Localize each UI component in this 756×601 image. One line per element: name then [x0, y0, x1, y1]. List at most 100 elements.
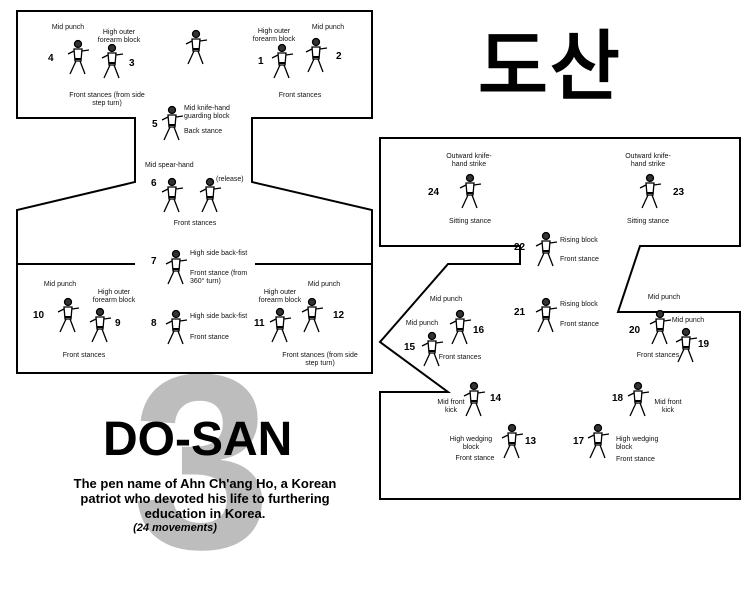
fig-10-figure	[57, 297, 80, 333]
stance-label-20: Front stances	[636, 352, 680, 359]
fig-20-figure	[649, 309, 672, 345]
stance-label-22: Front stance	[560, 256, 599, 263]
pattern-number: 3	[132, 322, 272, 601]
technique-label-14: Mid front kick	[437, 399, 465, 414]
stance-label-17: Front stance	[616, 456, 655, 463]
fig-3-figure	[101, 43, 124, 79]
stance-label-8: Front stance	[190, 334, 229, 341]
movement-number-1: 1	[258, 56, 264, 67]
fig-2-figure	[305, 37, 328, 73]
fig-8-figure	[165, 309, 188, 345]
technique-label-19: Mid punch	[671, 317, 705, 324]
fig-7-figure	[165, 249, 188, 285]
movement-number-8: 8	[151, 318, 157, 329]
stance-label-16: Front stances	[438, 354, 482, 361]
technique-label-22: Rising block	[560, 237, 598, 244]
fig-23-figure	[639, 173, 662, 209]
fig-1-figure	[271, 43, 294, 79]
movement-number-7: 7	[151, 256, 157, 267]
movement-number-2: 2	[336, 51, 342, 62]
technique-label-1: High outer forearm block	[252, 28, 296, 43]
right-pattern-outline	[378, 137, 741, 500]
movement-number-22: 22	[514, 242, 526, 253]
technique-label-5: Mid knife-hand guarding block	[184, 105, 230, 120]
technique-label-4: Mid punch	[51, 24, 85, 31]
left-pattern-outline	[16, 10, 373, 374]
movement-number-15: 15	[404, 342, 416, 353]
technique-label-16: Mid punch	[429, 296, 463, 303]
technique-label-13: High wedging block	[449, 436, 493, 451]
fig-21-figure	[535, 297, 558, 333]
movement-number-5: 5	[152, 119, 158, 130]
stance-label-7: Front stance (from 360° turn)	[190, 270, 248, 285]
fig-6b-figure	[199, 177, 222, 213]
technique-label-7: High side back-fist	[190, 250, 248, 257]
group-label-front-stances-1: Front stances (from side step turn)	[69, 92, 145, 107]
technique-label-24: Outward knife-hand strike	[446, 153, 492, 168]
pattern-diagram: 3 4 3 1 2 5 6 7 8 10 9 11 12 24 23 22 21…	[16, 10, 741, 601]
movement-number-11: 11	[254, 318, 265, 329]
technique-label-17: High wedging block	[616, 436, 659, 451]
technique-label-8: High side back-fist	[190, 313, 248, 320]
movement-number-23: 23	[673, 187, 685, 198]
technique-label-6: Mid spear-hand	[145, 162, 194, 169]
movement-number-12: 12	[333, 310, 345, 321]
group-label-front-stances-4: Front stances (from side step turn)	[282, 352, 358, 367]
fig-14-figure	[463, 381, 486, 417]
technique-label-18: Mid front kick	[654, 399, 682, 414]
fig-ready-figure	[185, 29, 208, 65]
movement-number-9: 9	[115, 318, 121, 329]
stance-label-6: Front stances	[173, 220, 217, 227]
movement-number-6: 6	[151, 178, 157, 189]
fig-24-figure	[459, 173, 482, 209]
movement-number-21: 21	[514, 307, 526, 318]
technique-label-21: Rising block	[560, 301, 598, 308]
movement-number-19: 19	[698, 339, 710, 350]
stance-label-21: Front stance	[560, 321, 599, 328]
movement-number-13: 13	[525, 436, 537, 447]
note-label-6: (release)	[216, 176, 244, 183]
technique-label-10: Mid punch	[43, 281, 77, 288]
figures-layer	[57, 29, 698, 459]
pattern-description: The pen name of Ahn Ch'ang Ho, a Korean …	[73, 476, 337, 521]
fig-16-figure	[449, 309, 472, 345]
stance-label-24: Sitting stance	[448, 218, 492, 225]
technique-label-12: Mid punch	[307, 281, 341, 288]
group-label-front-stances-3: Front stances	[62, 352, 106, 359]
movement-number-24: 24	[428, 187, 440, 198]
movement-number-17: 17	[573, 436, 585, 447]
movement-number-18: 18	[612, 393, 624, 404]
stance-label-23: Sitting stance	[626, 218, 670, 225]
technique-label-23: Outward knife-hand strike	[625, 153, 671, 168]
fig-22-figure	[535, 231, 558, 267]
fig-17-figure	[587, 423, 610, 459]
fig-6a-figure	[161, 177, 184, 213]
technique-label-20: Mid punch	[647, 294, 681, 301]
technique-label-3: High outer forearm block	[97, 29, 141, 44]
movement-number-20: 20	[629, 325, 641, 336]
fig-19-figure	[675, 327, 698, 363]
pattern-title: DO-SAN	[103, 413, 293, 466]
movement-number-3: 3	[129, 58, 135, 69]
diagram-outlines	[16, 10, 741, 500]
movement-number-16: 16	[473, 325, 485, 336]
technique-label-2: Mid punch	[311, 24, 345, 31]
stance-label-5: Back stance	[184, 128, 223, 135]
fig-11-figure	[269, 307, 292, 343]
fig-13-figure	[501, 423, 524, 459]
stance-label-13: Front stance	[455, 455, 495, 462]
fig-4-figure	[67, 39, 90, 75]
fig-18-figure	[627, 381, 650, 417]
movement-number-14: 14	[490, 393, 502, 404]
movement-number-10: 10	[33, 310, 45, 321]
korean-title: 도산	[478, 22, 622, 111]
fig-5-figure	[161, 105, 184, 141]
technique-label-9: High outer forearm block	[92, 289, 136, 304]
technique-label-15: Mid punch	[405, 320, 439, 327]
fig-12-figure	[301, 297, 324, 333]
fig-9-figure	[89, 307, 112, 343]
fig-15-figure	[421, 331, 444, 367]
group-label-front-stances-2: Front stances	[278, 92, 322, 99]
movement-number-4: 4	[48, 53, 54, 64]
movement-count: (24 movements)	[133, 522, 217, 534]
